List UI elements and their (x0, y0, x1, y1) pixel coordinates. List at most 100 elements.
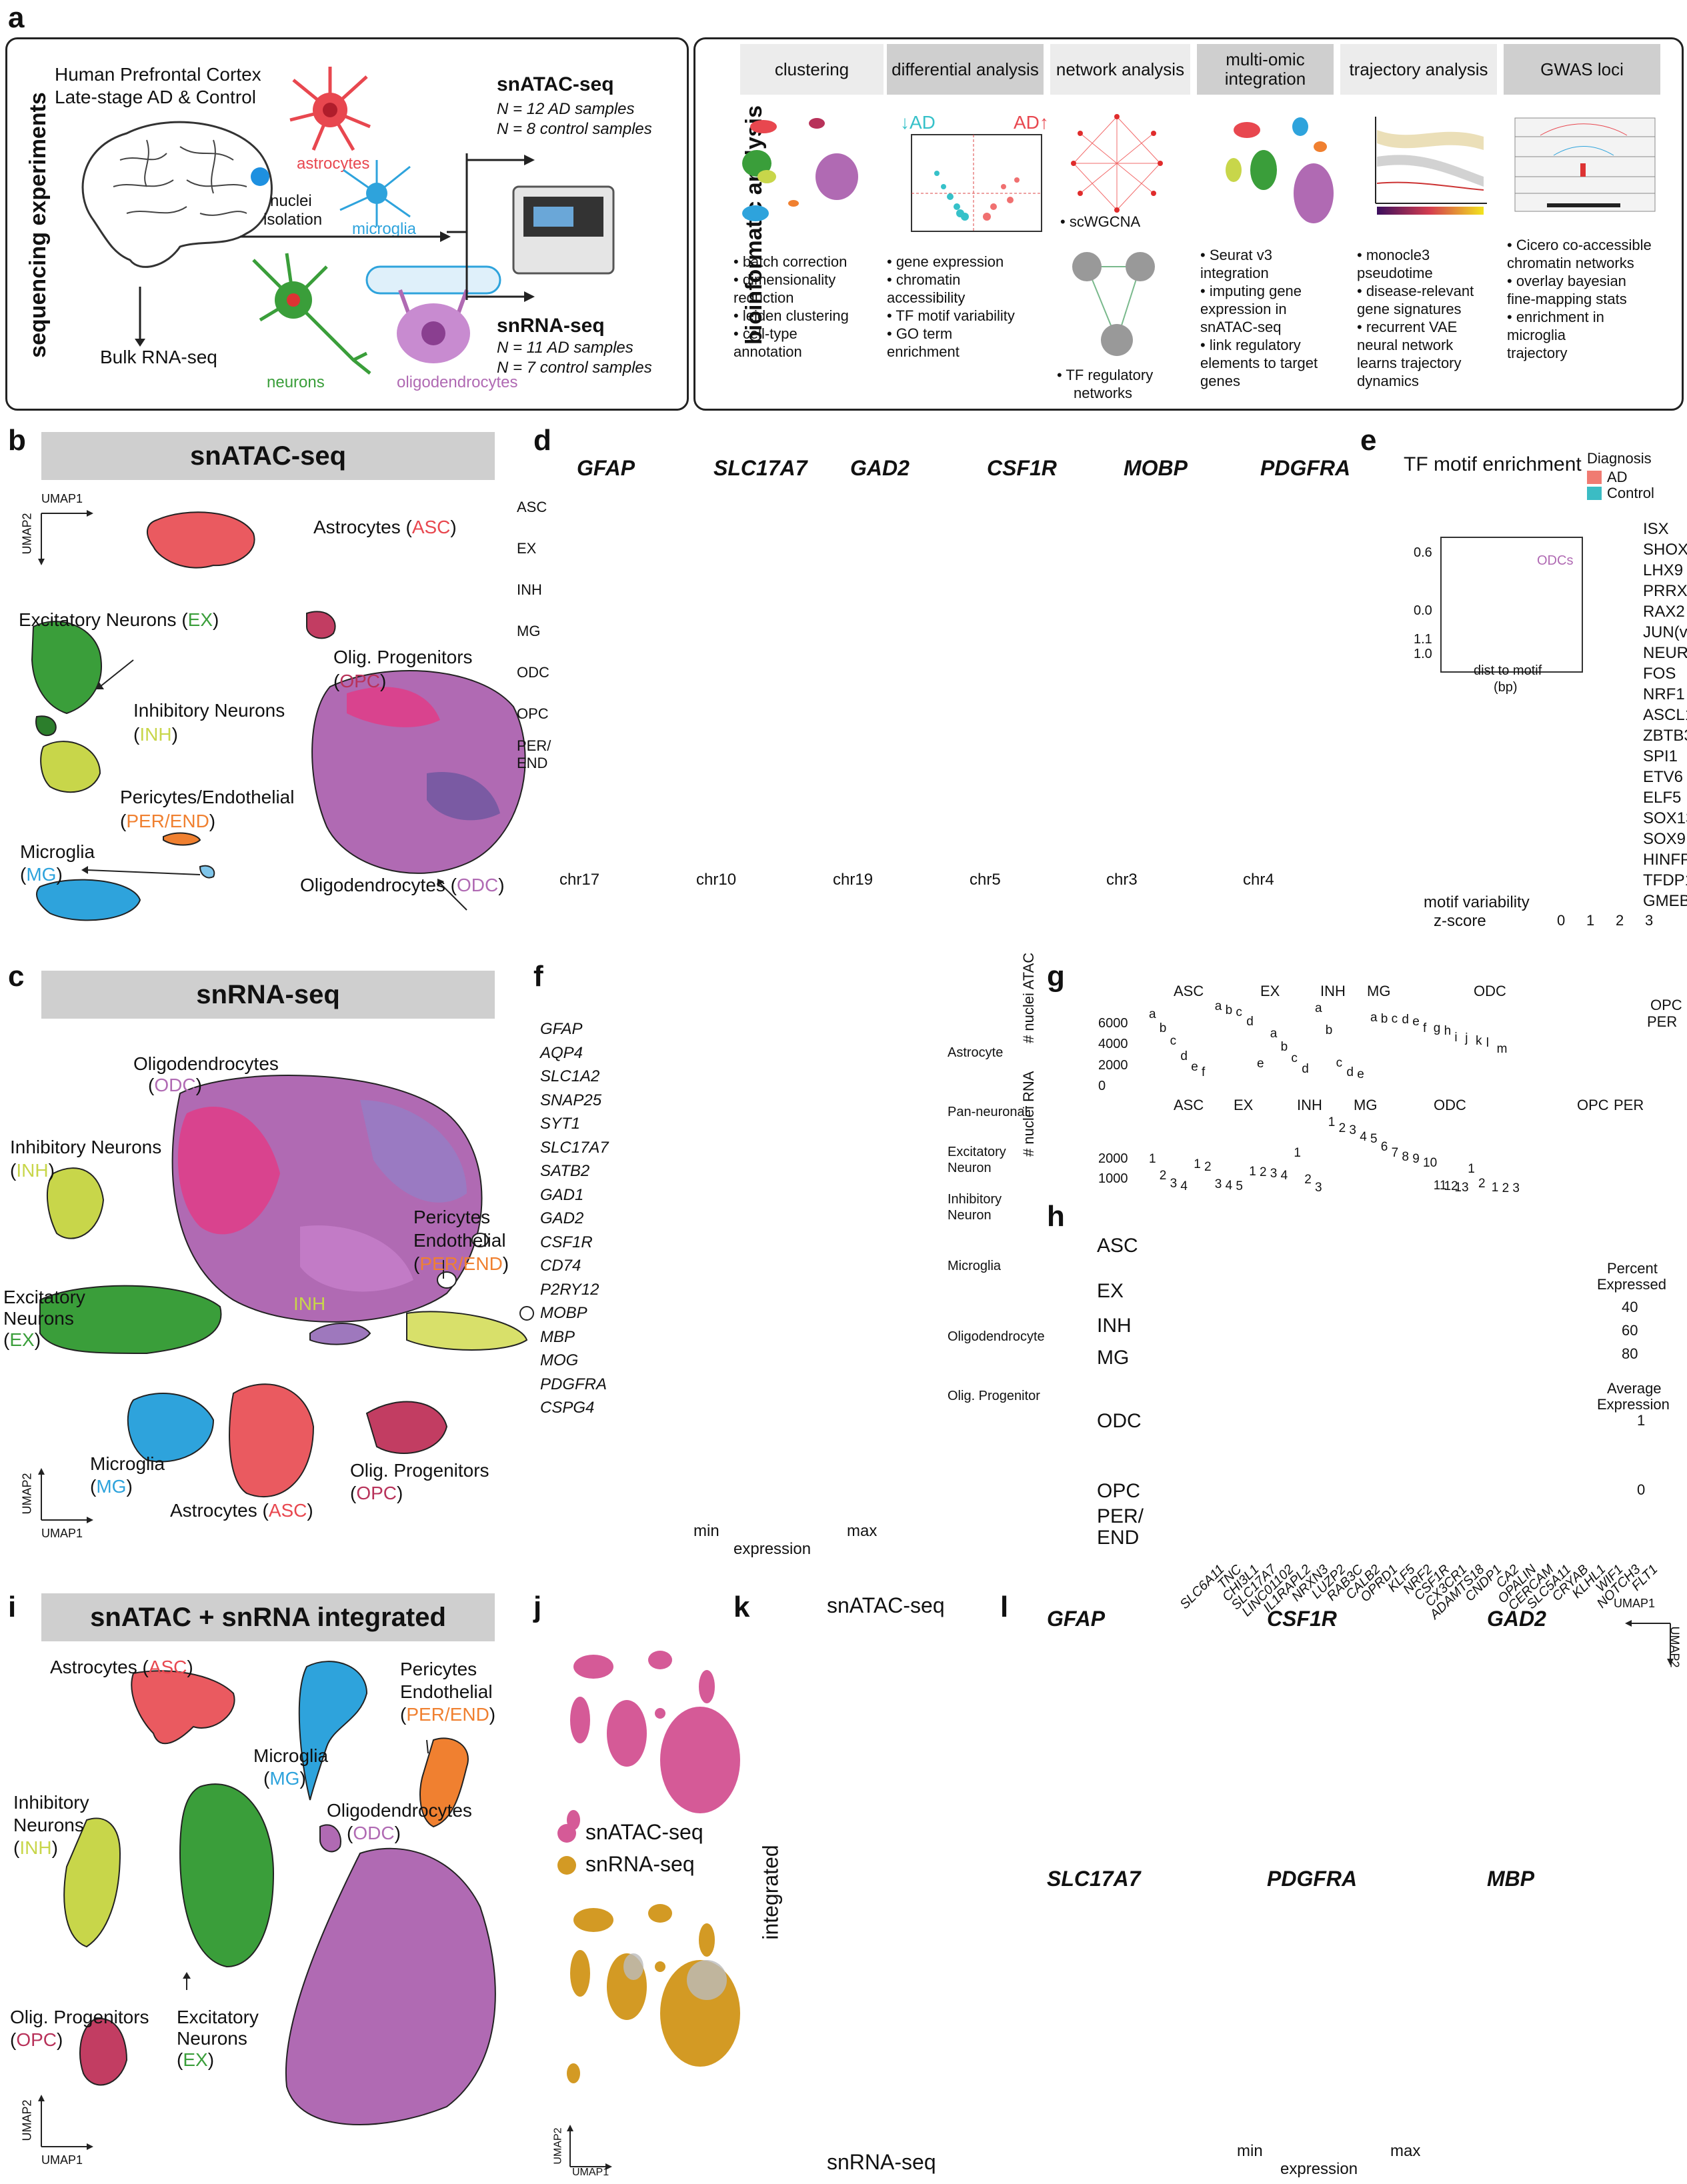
avg-tick: 1 (1637, 1412, 1646, 1429)
rna-bar-label: 3 (1214, 1177, 1222, 1192)
track-label: MG (517, 623, 541, 639)
snrna-title-a: snRNA-seq (497, 315, 605, 337)
brain-illustration (81, 121, 273, 268)
i-label-inh-c: (INH) (13, 1837, 58, 1858)
atac-bar-label: d (1346, 1065, 1354, 1079)
b-label-odc: Oligodendrocytes (ODC) (300, 875, 505, 895)
feature-colorbar-title: expression (1280, 2160, 1358, 2178)
microglia-icon (339, 160, 411, 227)
analysis-bullet: learns trajectory (1357, 355, 1462, 371)
i-label-odc-c: (ODC) (347, 1823, 401, 1843)
atac-bar-label: f (1202, 1065, 1206, 1079)
tf-networks-2: networks (1074, 385, 1133, 401)
integrated-banner: snATAC + snRNA integrated (41, 1593, 495, 1641)
analysis-header: trajectory analysis (1340, 44, 1497, 95)
umap2-i: UMAP2 (20, 2099, 34, 2141)
rna-group-label: EX (1234, 1097, 1254, 1113)
atac-bar-label: j (1465, 1031, 1468, 1046)
analysis-bullet: • GO term (887, 325, 953, 342)
rna-bar-label: 3 (1512, 1181, 1520, 1196)
c-label-per2: Endothelial (413, 1230, 506, 1251)
b-label-mg-c: (MG) (20, 864, 63, 885)
motif-label: SOX9 (1643, 830, 1686, 848)
motif-label: JUN(var.2) (1643, 623, 1687, 641)
e-legend-ad-swatch (1587, 471, 1602, 484)
atac-bar-label: l (1486, 1035, 1490, 1050)
analysis-bullet: annotation (733, 343, 802, 360)
analysis-header: network analysis (1050, 44, 1190, 95)
snatac-title-a: snATAC-seq (497, 73, 614, 95)
atac-ylabel: # nuclei ATAC (1020, 952, 1037, 1043)
i-label-mg: Microglia (253, 1745, 329, 1766)
rna-bar-label: 3 (1170, 1176, 1178, 1191)
arrow-isolation (240, 231, 451, 242)
heatmap-group-label: Olig. Progenitor (948, 1389, 1040, 1403)
pct-title: Expressed (1597, 1276, 1666, 1293)
colorbar-title: expression (733, 1540, 811, 1558)
track-label: ASC (517, 499, 547, 515)
dotplot-row-label: END (1097, 1527, 1140, 1549)
rna-bar-label: 2 (1204, 1160, 1212, 1175)
rna-ylabel: # nuclei RNA (1020, 1071, 1037, 1157)
c-label-opc: Olig. Progenitors (350, 1460, 489, 1481)
scale-tick: 1 (1586, 912, 1595, 929)
motif-label: ASCL1 (1643, 706, 1687, 724)
motif-label: LHX9 (1643, 561, 1684, 579)
nuclei-label: nuclei (270, 192, 312, 210)
track-gene-title: CSF1R (987, 456, 1057, 480)
heatmap-gene-label: MOBP (540, 1304, 587, 1322)
motif-label: NRF1 (1643, 685, 1685, 703)
motif-label: ETV6 (1643, 768, 1684, 786)
analysis-bullet: • batch correction (733, 253, 848, 270)
snatac-n1: N = 12 AD samples (497, 100, 635, 118)
analysis-bullet: • link regulatory (1200, 337, 1301, 353)
panel-label-d: d (533, 424, 551, 457)
microglia-label: microglia (352, 220, 417, 238)
heatmap-gene-label: SNAP25 (540, 1091, 602, 1109)
oligodendrocytes-label: oligodendrocytes (397, 373, 518, 391)
i-label-per2: Endothelial (400, 1681, 493, 1702)
atac-ytick: 2000 (1098, 1057, 1128, 1073)
heatmap-gene-label: CD74 (540, 1257, 581, 1275)
rna-bar-label: 3 (1270, 1166, 1278, 1181)
j-umap-rna (567, 1904, 740, 2083)
analysis-bullet: genes (1200, 373, 1240, 389)
rna-bar-label: 4 (1180, 1179, 1188, 1194)
heatmap-gene-label: MBP (540, 1327, 575, 1346)
atac-bar-label: d (1246, 1015, 1254, 1029)
rna-bar-label: 2 (1260, 1165, 1267, 1180)
atac-bar-label: a (1370, 1011, 1378, 1025)
analysis-bullet: • monocle3 (1357, 247, 1430, 263)
inset-y-tick: 1.0 (1414, 647, 1432, 661)
panel-label-g: g (1047, 960, 1065, 993)
umap1-c: UMAP1 (41, 1527, 83, 1540)
atac-ytick: 6000 (1098, 1015, 1128, 1031)
c-label-inh2: INH (293, 1293, 326, 1314)
dotplot-row-label: MG (1097, 1347, 1130, 1369)
rna-bar-label: 12 (1444, 1179, 1458, 1194)
j-umap-atac (567, 1651, 740, 1830)
atac-bar-label: c (1170, 1033, 1177, 1048)
k-top-label: snATAC-seq (827, 1593, 945, 1617)
split-arrows (447, 153, 535, 302)
rna-bar-label: 2 (1338, 1121, 1346, 1136)
sequencer-icon (512, 185, 615, 275)
rna-bar-label: 13 (1454, 1180, 1469, 1195)
motif-label: PRRX1 (1643, 582, 1687, 600)
c-label-odc-c: (ODC) (148, 1075, 202, 1095)
arrow-bulk (135, 287, 145, 347)
motif-label: ELF5 (1643, 789, 1682, 807)
pct-legend-value: 80 (1622, 1345, 1638, 1362)
i-label-mg-c: (MG) (263, 1768, 306, 1789)
atac-group-label: EX (1260, 983, 1280, 999)
clustering-mini-umap (742, 118, 858, 221)
chromosome-label: chr3 (1106, 871, 1138, 889)
rna-bar-label: 1 (1249, 1164, 1256, 1179)
heatmap-gene-label: SYT1 (540, 1115, 581, 1133)
c-label-per-c: (PER/END) (413, 1253, 509, 1274)
analysis-bullet: • dimensionality (733, 271, 836, 288)
motif-label: SOX13 (1643, 809, 1687, 827)
umap-axes-j (567, 2125, 612, 2170)
rna-bar-label: 5 (1236, 1179, 1243, 1194)
analysis-bullet: elements to target (1200, 355, 1318, 371)
